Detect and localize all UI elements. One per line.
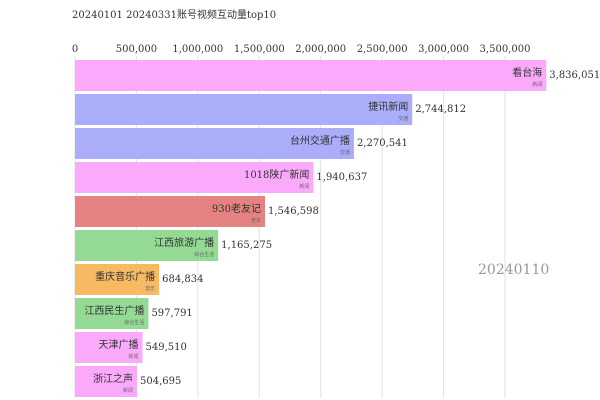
bar-value-label: 684,834 [162,274,203,285]
bar [75,332,143,363]
period-label: 20240110 [478,262,550,278]
x-tick-label: 2,000,000 [295,44,346,55]
bar-value-label: 2,744,812 [415,104,466,115]
bar-name-label: 台州交通广播 [290,134,350,147]
bar-value-label: 504,695 [140,376,181,387]
bar-value-label: 2,270,541 [357,138,408,149]
bar-category-label: 新闻 [532,81,542,88]
x-tick-label: 1,500,000 [234,44,285,55]
x-tick-label: 1,000,000 [172,44,223,55]
bar [75,94,413,125]
bar-name-label: 捷讯新闻 [368,100,408,113]
bar-value-label: 597,791 [151,308,192,319]
x-tick-label: 3,500,000 [480,44,531,55]
bar-value-label: 1,940,637 [316,172,367,183]
bar-name-label: 重庆音乐广播 [95,270,155,283]
bar-name-label: 天津广播 [99,338,139,351]
bar-value-label: 549,510 [146,342,187,353]
bar [75,128,354,159]
bar-name-label: 江西旅游广播 [154,236,214,249]
bar-value-label: 3,836,051 [549,70,600,81]
bar-category-label: 综合生活 [194,251,214,258]
bar-name-label: 浙江之声 [93,372,133,385]
bar-value-label: 1,165,275 [221,240,272,251]
bar-name-label: 1018陕广新闻 [244,168,309,181]
bar-category-label: 新闻 [123,387,133,394]
bar-name-label: 江西民生广播 [84,304,144,317]
chart-title: 20240101 20240331账号视频互动量top10 [72,10,277,21]
bar-name-label: 930老友记 [212,202,261,215]
bar [75,366,138,397]
bar [75,162,314,193]
bar [75,196,266,227]
bar [75,264,160,295]
bar-category-label: 新闻 [128,353,138,360]
x-tick-label: 2,500,000 [357,44,408,55]
bar [75,298,149,329]
x-tick-label: 500,000 [116,44,157,55]
x-tick-label: 3,000,000 [418,44,469,55]
x-tick-label: 0 [72,44,78,55]
bar-value-label: 1,546,598 [268,206,319,217]
bar-category-label: 交通 [340,149,350,156]
bar-category-label: 综合生活 [124,319,144,326]
bar-category-label: 老年 [251,217,261,224]
bar-category-label: 交通 [398,115,408,122]
bar-category-label: 新闻 [299,183,309,190]
bar-category-label: 音乐 [145,285,155,292]
bar [75,230,219,261]
bar-name-label: 看台海 [512,66,542,79]
bar [75,60,547,91]
